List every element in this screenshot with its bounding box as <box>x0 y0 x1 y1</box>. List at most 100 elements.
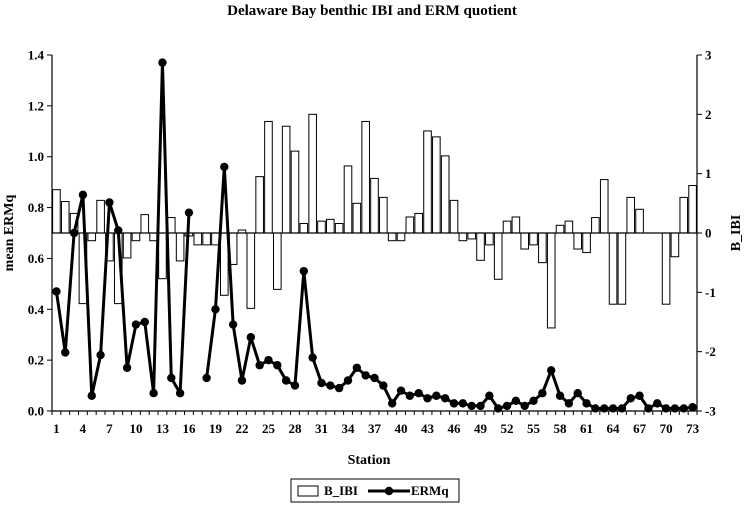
x-tick-label: 46 <box>448 421 462 436</box>
bar-bibi-57 <box>546 232 556 329</box>
x-tick-label: 73 <box>686 421 700 436</box>
ermq-point-station-56 <box>538 389 547 398</box>
bar-bibi-9 <box>122 232 132 259</box>
bar-bibi-2 <box>60 201 70 234</box>
x-tick-label: 52 <box>501 421 514 436</box>
bar-bibi-20 <box>220 232 229 296</box>
bar-bibi-50 <box>485 232 494 246</box>
bar-bibi-46 <box>449 199 459 234</box>
ermq-point-station-4 <box>78 190 88 200</box>
bar-bibi-54 <box>520 232 530 250</box>
bar-bibi-35 <box>352 202 362 234</box>
bar-bibi-73 <box>688 185 697 234</box>
ermq-point-station-49 <box>476 401 485 411</box>
right-tick-label: -1 <box>705 285 716 300</box>
ermq-point-station-26 <box>273 361 282 370</box>
x-tick-label: 10 <box>129 421 142 436</box>
bar-bibi-66 <box>626 196 636 234</box>
ermq-point-station-18 <box>202 373 211 383</box>
x-tick-label: 4 <box>80 421 87 436</box>
x-tick-label: 40 <box>395 421 408 436</box>
ermq-point-station-47 <box>458 399 468 408</box>
bar-bibi-13 <box>158 232 167 280</box>
ermq-point-station-48 <box>467 401 476 411</box>
ermq-point-station-51 <box>494 404 503 413</box>
ermq-point-station-32 <box>326 381 335 390</box>
ermq-point-station-8 <box>114 226 123 235</box>
x-tick-label: 34 <box>341 421 355 436</box>
bar-bibi-10 <box>131 232 141 242</box>
bar-bibi-38 <box>379 196 388 234</box>
bar-bibi-72 <box>679 196 689 234</box>
ermq-point-station-13 <box>158 58 167 67</box>
bar-bibi-51 <box>493 232 503 280</box>
legend-label-bibi: B_IBI <box>324 483 358 498</box>
bar-bibi-31 <box>317 220 326 234</box>
ermq-point-station-50 <box>485 391 494 400</box>
ermq-point-station-42 <box>414 389 423 398</box>
ermq-point-station-64 <box>608 404 618 413</box>
left-tick-label: 0.8 <box>28 200 45 215</box>
legend-bar-swatch <box>297 485 319 497</box>
bar-bibi-33 <box>334 223 344 234</box>
bar-bibi-1 <box>52 189 61 234</box>
bar-bibi-23 <box>246 232 256 309</box>
ermq-point-station-73 <box>688 402 697 412</box>
ermq-point-station-72 <box>679 404 688 413</box>
bar-bibi-63 <box>599 179 609 234</box>
ermq-point-station-21 <box>228 320 238 329</box>
x-tick-label: 22 <box>235 421 248 436</box>
ermq-point-station-41 <box>405 391 415 400</box>
bar-bibi-41 <box>405 216 415 234</box>
x-tick-label: 16 <box>182 421 196 436</box>
ermq-point-station-25 <box>264 355 273 365</box>
ermq-point-station-20 <box>220 162 229 172</box>
legend-marker-swatch <box>384 486 394 496</box>
bar-bibi-61 <box>582 232 591 254</box>
bar-bibi-25 <box>264 120 273 234</box>
x-tick-label: 13 <box>156 421 170 436</box>
bar-bibi-70 <box>661 232 671 305</box>
ermq-point-station-16 <box>184 208 194 217</box>
left-tick-label: 1.0 <box>28 149 44 164</box>
bar-bibi-26 <box>273 232 282 290</box>
x-tick-label: 28 <box>288 421 302 436</box>
bar-bibi-15 <box>175 232 185 262</box>
right-tick-label: -3 <box>705 404 716 419</box>
ermq-point-station-46 <box>449 399 459 408</box>
ermq-point-station-45 <box>440 394 450 403</box>
legend-frame <box>290 478 460 503</box>
ermq-point-station-29 <box>299 266 309 276</box>
bar-bibi-30 <box>308 113 317 234</box>
bar-bibi-18 <box>202 232 211 246</box>
ermq-point-station-12 <box>149 389 158 398</box>
legend: B_IBI ERMq <box>290 478 460 503</box>
ermq-point-station-71 <box>670 404 680 413</box>
x-tick-label: 55 <box>527 421 541 436</box>
right-tick-label: 0 <box>705 226 712 241</box>
ermq-point-station-70 <box>661 404 671 413</box>
bar-bibi-28 <box>290 150 300 234</box>
ermq-point-station-65 <box>617 404 627 413</box>
chart-title: Delaware Bay benthic IBI and ERM quotien… <box>227 3 517 19</box>
ermq-point-station-38 <box>379 381 388 390</box>
ermq-point-station-24 <box>255 361 264 370</box>
bar-bibi-40 <box>396 232 406 242</box>
right-tick-label: 2 <box>705 107 712 122</box>
x-tick-label: 58 <box>554 421 568 436</box>
bar-bibi-39 <box>387 232 397 242</box>
x-tick-label: 19 <box>209 421 223 436</box>
ermq-point-station-55 <box>529 396 538 406</box>
x-tick-label: 37 <box>368 421 382 436</box>
ermq-point-station-28 <box>290 381 300 390</box>
ermq-point-station-61 <box>582 399 591 408</box>
bar-bibi-11 <box>140 214 150 234</box>
bar-bibi-44 <box>432 136 441 234</box>
bar-bibi-45 <box>440 155 450 234</box>
left-tick-label: 0.4 <box>28 302 45 317</box>
bar-bibi-24 <box>255 176 264 234</box>
legend-label-ermq: ERMq <box>411 483 449 498</box>
x-tick-label: 7 <box>106 421 113 436</box>
bar-bibi-5 <box>87 232 97 242</box>
ermq-point-station-43 <box>423 394 432 403</box>
